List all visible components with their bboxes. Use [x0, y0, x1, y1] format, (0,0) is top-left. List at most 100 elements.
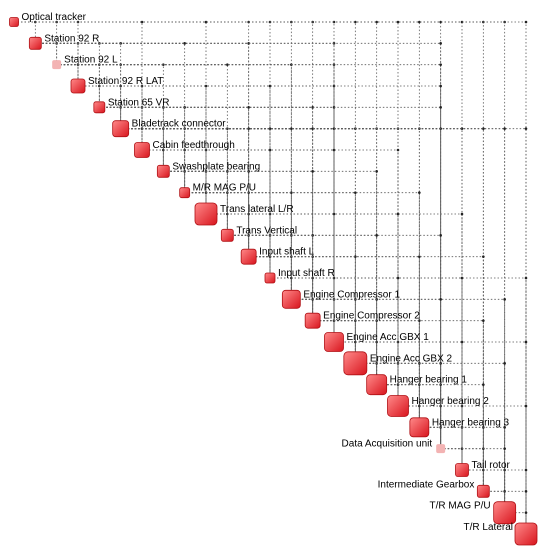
node-square — [455, 463, 469, 477]
node-label: M/R MAG P/U — [193, 183, 256, 194]
junction-dot — [460, 212, 464, 216]
junction-dot — [439, 84, 442, 88]
node-label: Bladetrack connector — [132, 119, 227, 130]
node-label: Optical tracker — [22, 12, 87, 23]
node-square — [476, 484, 490, 498]
diagram-node: Hanger bearing 2 — [387, 395, 490, 417]
junction-dot — [524, 276, 528, 280]
diagram-node: Intermediate Gearbox — [378, 479, 490, 498]
junction-dot — [268, 127, 272, 130]
node-square — [240, 248, 257, 265]
node-label: Station 92 L — [64, 55, 118, 66]
junction-dot — [268, 148, 272, 152]
node-label: Trans lateral L/R — [220, 204, 294, 215]
junction-dot — [418, 191, 421, 194]
node-square — [366, 374, 388, 396]
node-label: Input shaft L — [259, 247, 314, 258]
junction-dot — [290, 191, 293, 194]
node-label: Station 92 R — [44, 33, 99, 44]
node-label: Engine Compressor 1 — [303, 289, 400, 300]
junction-dot — [482, 383, 485, 386]
junction-dot — [396, 20, 400, 24]
node-square — [409, 417, 430, 438]
connection-line — [14, 21, 378, 385]
junction-dot — [439, 42, 442, 45]
node-square — [220, 228, 234, 242]
diagram-node: Optical tracker — [9, 12, 87, 27]
node-label: Input shaft R — [278, 268, 335, 279]
diagram-node: Trans Vertical — [220, 225, 297, 242]
node-label: Intermediate Gearbox — [378, 479, 475, 490]
junction-dot — [354, 255, 357, 258]
junction-dot — [460, 340, 464, 344]
junction-dot — [439, 20, 442, 24]
node-label: Engine Acc GBX 1 — [347, 332, 430, 343]
junction-dot — [247, 106, 250, 109]
junction-dot — [503, 447, 506, 450]
node-square — [52, 60, 62, 70]
junction-dot — [226, 63, 229, 66]
diagram-node: Hanger bearing 1 — [366, 374, 467, 396]
diagram-node: Engine Compressor 1 — [281, 289, 400, 309]
junction-dot — [503, 298, 506, 301]
diagram-node: Engine Acc GBX 1 — [324, 332, 430, 352]
connection-line — [56, 64, 292, 300]
node-square — [9, 17, 19, 27]
junction-dot — [375, 20, 378, 24]
junction-dot — [460, 276, 464, 280]
connection-line — [78, 85, 442, 449]
junction-dot — [482, 255, 485, 258]
diagram-node: Station 65 VR — [93, 97, 170, 114]
node-square — [93, 101, 106, 114]
diagram-node: Station 92 R LAT — [70, 76, 163, 94]
junction-dot — [204, 84, 208, 88]
node-label: Cabin feedthrough — [153, 140, 235, 151]
junction-dot — [268, 84, 272, 88]
junction-dot — [439, 298, 442, 301]
junction-dot — [332, 148, 336, 152]
node-label: Data Acquisition unit — [342, 439, 433, 450]
junction-dot — [524, 490, 528, 493]
diagram-node: Tail rotor — [455, 460, 511, 477]
diagram-node: Station 92 R — [28, 33, 99, 50]
node-label: Engine Acc GBX 2 — [370, 353, 453, 364]
diagram-node: Trans lateral L/R — [194, 202, 294, 226]
node-square — [134, 142, 150, 158]
junction-dot — [524, 127, 528, 130]
node-label: Hanger bearing 2 — [412, 396, 490, 407]
node-label: T/R Lateral — [464, 522, 513, 533]
diagram-node: Engine Compressor 2 — [304, 311, 420, 329]
connection-line — [312, 320, 378, 385]
node-square — [387, 395, 409, 417]
junction-dot — [204, 20, 208, 24]
junction-dot — [524, 20, 528, 24]
diagram-node: Input shaft L — [240, 247, 315, 265]
diagram-node: M/R MAG P/U — [179, 183, 256, 199]
junction-dot — [482, 127, 485, 130]
diagram-node: Station 92 L — [52, 55, 118, 70]
diagram-node: Cabin feedthrough — [134, 140, 235, 158]
diagram-node: Hanger bearing 3 — [409, 417, 510, 438]
diagram-node: Swashplate bearing — [156, 161, 260, 178]
node-label: T/R MAG P/U — [430, 501, 491, 512]
connection-line — [163, 170, 228, 236]
junction-dot — [354, 191, 357, 194]
junction-dot — [503, 426, 506, 429]
node-square — [514, 522, 538, 546]
junction-dot — [418, 255, 421, 258]
junction-dot — [226, 127, 229, 130]
node-layer: Optical tracker Station 92 R Station 92 L S… — [9, 12, 538, 546]
junction-dot — [247, 127, 250, 130]
node-square — [304, 312, 321, 329]
node-label: Station 92 R LAT — [88, 76, 163, 87]
junction-dot — [311, 106, 314, 109]
node-square — [112, 120, 130, 138]
junction-dot — [439, 63, 442, 66]
node-square — [70, 78, 86, 94]
junction-dot — [332, 127, 336, 130]
junction-dot — [524, 340, 528, 344]
junction-dot — [439, 106, 442, 109]
node-square — [493, 501, 517, 525]
junction-dot — [503, 127, 506, 130]
